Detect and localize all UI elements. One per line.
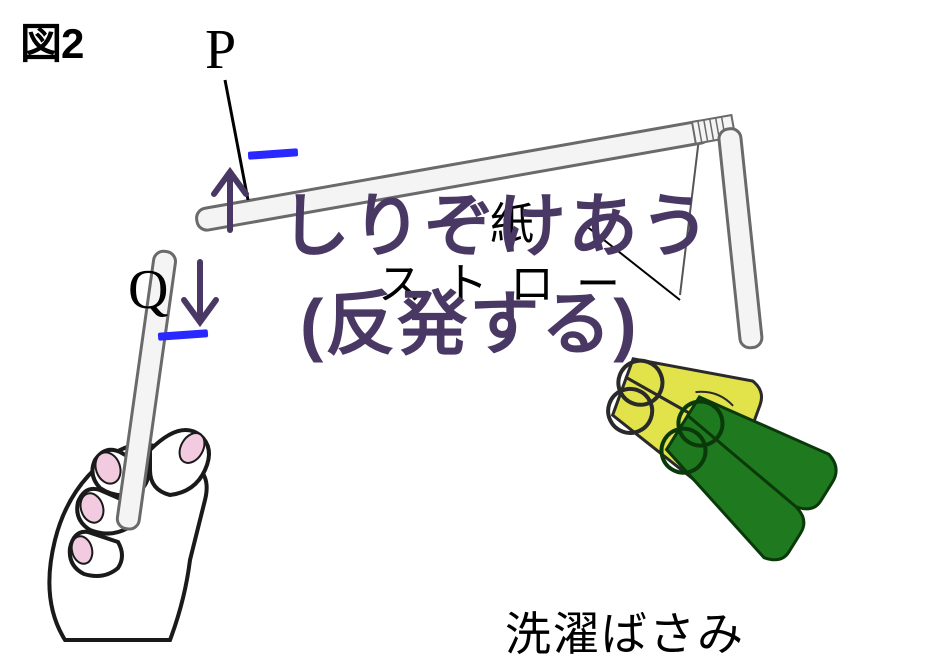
overlay-text-line1: しりぞけあう <box>280 170 712 271</box>
arrow-down <box>184 262 216 322</box>
figure-label: 図2 <box>20 10 83 71</box>
label-point-q: Q <box>128 258 168 322</box>
overlay-text-line2: (反発する) <box>300 268 639 369</box>
label-clothespin: 洗濯ばさみ <box>505 598 745 664</box>
label-point-p: P <box>205 18 236 82</box>
